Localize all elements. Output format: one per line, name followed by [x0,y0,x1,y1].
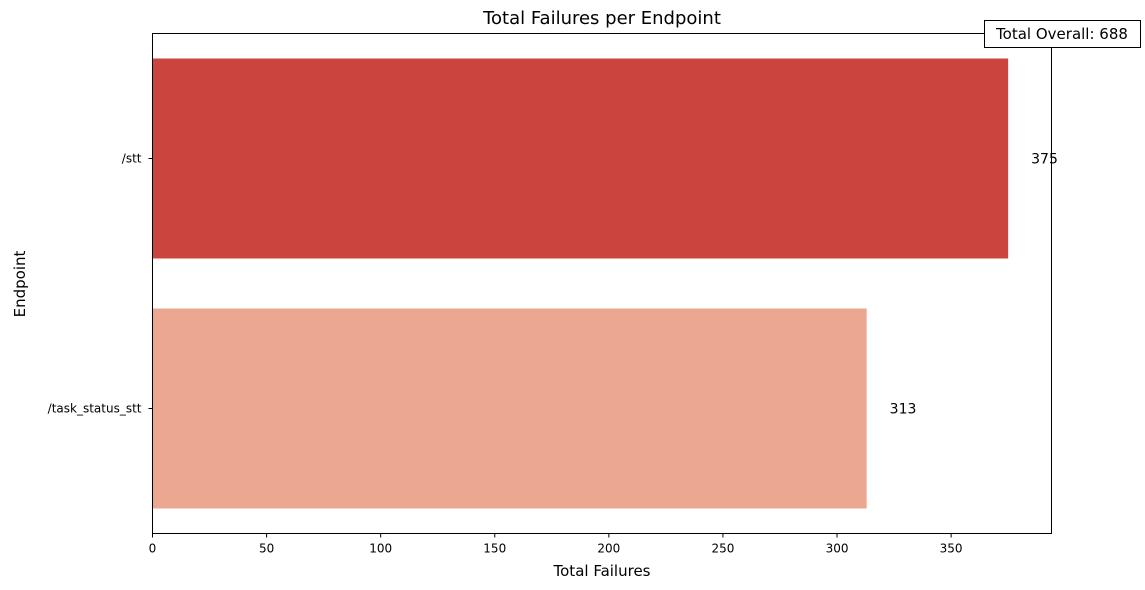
x-tick-label: 250 [711,542,734,556]
annotation-box [984,20,1141,48]
y-axis-ticks: /stt/task_status_stt [48,152,153,416]
x-tick-label: 0 [149,542,157,556]
bar-task-status-stt [152,308,867,509]
x-axis-ticks: 0 50 100 150 200 250 300 350 [149,533,963,556]
x-axis-label: Total Failures [553,562,651,580]
x-tick-label: 350 [940,542,963,556]
data-label: 313 [890,402,917,418]
y-tick-label: /task_status_stt [48,402,142,416]
x-tick-label: 300 [826,542,849,556]
x-tick-label: 200 [597,542,620,556]
x-tick-label: 100 [369,542,392,556]
y-axis-label: Endpoint [11,251,29,318]
bars-group [152,58,1009,509]
bar-stt [152,58,1009,259]
chart-title: Total Failures per Endpoint [482,8,721,29]
x-tick-label: 50 [259,542,274,556]
total-overall-annotation: Total Overall: 688 [984,20,1141,48]
annotation-text: Total Overall: 688 [995,25,1128,43]
data-label: 375 [1031,152,1058,168]
y-tick-label: /stt [122,152,142,166]
x-tick-label: 150 [483,542,506,556]
plot-frame [152,33,1052,534]
